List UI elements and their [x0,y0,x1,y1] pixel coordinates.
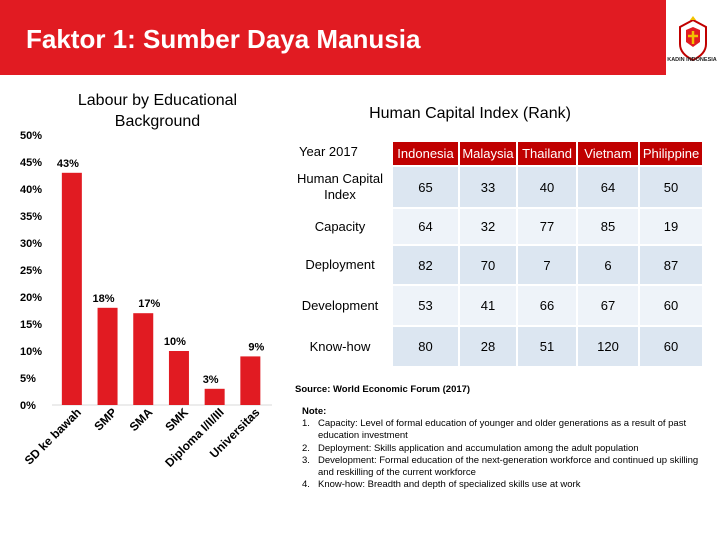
row-label: Know-how [289,325,392,366]
education-bar-chart: 0% 5% 10% 15% 20% 25% 30% 35% 40% 45% 50% 43% SD ke … [20,130,272,470]
note-text: Development: Formal education of the nex… [318,454,699,479]
data-label: 10% [164,336,186,348]
notes-list: 1. Capacity: Level of formal education of… [302,418,702,491]
logo-text: KADIN INDONESIA [667,57,717,63]
chart-title: Labour by Educational Background [77,92,238,130]
x-tick-label: SD ke bawah [22,405,84,467]
table-cell: 33 [458,165,517,208]
table-row: Deployment 82 70 7 6 87 [289,244,702,285]
data-label: 17% [138,298,160,310]
notes-heading: Note: [302,406,327,417]
row-label: Deployment [289,244,392,285]
data-label: 3% [203,374,219,386]
y-tick-label: 40% [20,184,42,196]
row-label: Capacity [289,207,392,245]
table-cell: 120 [576,325,639,366]
table-header-row: Year 2017 Indonesia Malaysia Thailand Vi… [289,142,702,166]
table-corner-label: Year 2017 [289,142,392,166]
table-cell: 6 [576,244,639,285]
note-number: 1. [302,418,310,430]
y-tick-label: 50% [20,130,42,142]
table-title: Human Capital Index (Rank) [369,105,571,122]
table-cell: 65 [391,165,459,208]
table-cell: 64 [576,165,639,208]
data-label: 9% [248,341,264,353]
row-label: Human Capital Index [289,165,392,208]
data-label: 43% [57,158,79,170]
table-cell: 40 [516,165,577,208]
table-cell: 80 [391,325,459,366]
y-tick-label: 35% [20,211,42,223]
table-cell: 77 [516,207,577,245]
note-text: Know-how: Breadth and depth of specializ… [318,479,581,491]
y-tick-label: 0% [20,400,36,412]
table-cell: 32 [458,207,517,245]
table-cell: 60 [638,325,702,366]
list-item: 3. Development: Formal education of the n… [302,455,702,479]
bar [97,307,118,405]
table-cell: 66 [516,284,577,326]
bar [204,388,225,405]
bar [168,351,189,405]
table-cell: 41 [458,284,517,326]
x-tick-label: SMA [127,405,156,434]
y-tick-label: 15% [20,319,42,331]
column-header-philippine: Philippine [638,142,702,166]
table-cell: 53 [391,284,459,326]
y-tick-label: 20% [20,292,42,304]
note-text: Deployment: Skills application and accum… [318,442,639,454]
source-note: Source: World Economic Forum (2017) [295,384,471,395]
y-tick-label: 30% [20,238,42,250]
page-title: Faktor 1: Sumber Daya Manusia [26,24,421,54]
list-item: 1. Capacity: Level of formal education of… [302,418,702,442]
slide-header: Faktor 1: Sumber Daya Manusia KADIN INDO… [0,0,720,75]
table-cell: 87 [638,244,702,285]
list-item: 4. Know-how: Breadth and depth of special… [302,479,702,491]
y-tick-label: 25% [20,265,42,277]
table-cell: 60 [638,284,702,326]
table-cell: 70 [458,244,517,285]
column-header-indonesia: Indonesia [391,142,459,166]
table-cell: 64 [391,207,459,245]
table-cell: 67 [576,284,639,326]
bar [133,313,154,405]
row-label: Development [289,284,392,326]
table-cell: 82 [391,244,459,285]
y-tick-label: 10% [20,346,42,358]
column-header-malaysia: Malaysia [458,142,517,166]
kadin-logo-icon [679,16,707,62]
bar [61,172,82,405]
column-header-thailand: Thailand [516,142,577,166]
notes-block: Note: 1. Capacity: Level of formal educat… [302,406,702,491]
table-cell: 85 [576,207,639,245]
table-row: Capacity 64 32 77 85 19 [289,207,702,245]
x-tick-label: SMK [162,405,191,434]
note-number: 2. [302,442,310,454]
x-tick-label: SMP [91,405,119,433]
column-header-vietnam: Vietnam [576,142,639,166]
table-cell: 28 [458,325,517,366]
table-row: Development 53 41 66 67 60 [289,284,702,326]
note-number: 3. [302,454,310,466]
y-tick-label: 5% [20,373,36,385]
data-label: 18% [93,293,115,305]
table-cell: 7 [516,244,577,285]
bar [240,356,261,405]
list-item: 2. Deployment: Skills application and acc… [302,443,702,455]
note-text: Capacity: Level of formal education of y… [318,418,687,442]
y-tick-label: 45% [20,157,42,169]
table-cell: 19 [638,207,702,245]
table-row: Know-how 80 28 51 120 60 [289,325,702,366]
hci-table: Year 2017 Indonesia Malaysia Thailand Vi… [289,142,702,366]
header-band [0,0,666,75]
table-cell: 51 [516,325,577,366]
note-number: 4. [302,479,310,491]
table-row: Human Capital Index 65 33 40 64 50 [289,165,702,208]
table-cell: 50 [638,165,702,208]
